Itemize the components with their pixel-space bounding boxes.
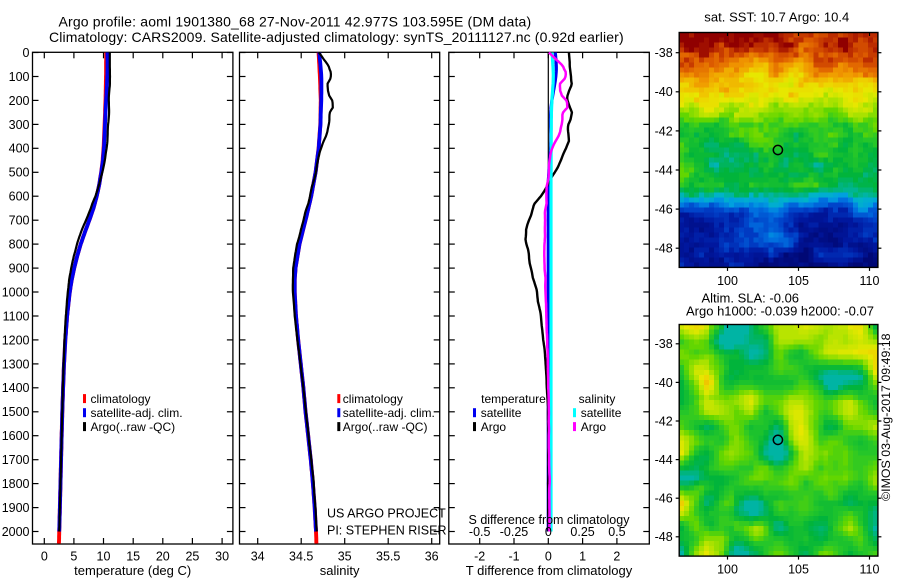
svg-text:-38: -38: [655, 337, 673, 351]
svg-text:1200: 1200: [2, 333, 30, 347]
svg-text:2000: 2000: [2, 525, 30, 539]
svg-text:-0.5: -0.5: [469, 525, 491, 539]
svg-text:700: 700: [9, 214, 30, 228]
svg-text:-46: -46: [655, 203, 673, 217]
svg-text:110: 110: [860, 563, 880, 577]
svg-text:-44: -44: [655, 163, 673, 177]
svg-text:1700: 1700: [2, 453, 30, 467]
svg-text:©IMOS 03-Aug-2017 09:49:18: ©IMOS 03-Aug-2017 09:49:18: [879, 333, 893, 501]
svg-text:climatology: climatology: [91, 392, 151, 406]
svg-text:0: 0: [545, 550, 552, 564]
svg-text:satellite-adj. clim.: satellite-adj. clim.: [91, 406, 183, 420]
svg-text:1000: 1000: [2, 285, 30, 299]
svg-text:-44: -44: [655, 453, 673, 467]
svg-text:Altim. SLA: -0.06: Altim. SLA: -0.06: [702, 290, 800, 305]
svg-text:Argo: Argo: [481, 420, 507, 434]
svg-text:105: 105: [788, 563, 809, 577]
svg-text:salinity: salinity: [320, 563, 360, 578]
svg-text:1600: 1600: [2, 429, 30, 443]
svg-text:800: 800: [9, 238, 30, 252]
svg-text:-48: -48: [655, 242, 673, 256]
svg-text:0: 0: [41, 550, 48, 564]
svg-text:1900: 1900: [2, 501, 30, 515]
svg-text:34: 34: [251, 550, 265, 564]
svg-text:Argo profile: aoml 1901380_68: Argo profile: aoml 1901380_68 27-Nov-201…: [59, 13, 532, 29]
svg-text:-0.25: -0.25: [500, 525, 529, 539]
svg-text:-40: -40: [655, 85, 673, 99]
svg-text:100: 100: [717, 563, 738, 577]
svg-text:10: 10: [97, 550, 111, 564]
svg-text:Argo(..raw -QC): Argo(..raw -QC): [343, 420, 428, 434]
svg-text:US ARGO PROJECT: US ARGO PROJECT: [327, 507, 446, 521]
svg-text:36: 36: [425, 550, 439, 564]
svg-text:100: 100: [9, 70, 30, 84]
svg-text:1400: 1400: [2, 381, 30, 395]
svg-text:S difference from climatology: S difference from climatology: [469, 513, 631, 527]
svg-text:400: 400: [9, 142, 30, 156]
svg-text:900: 900: [9, 262, 30, 276]
svg-text:0.5: 0.5: [608, 525, 625, 539]
svg-text:34.5: 34.5: [289, 550, 313, 564]
svg-text:satellite: satellite: [481, 406, 522, 420]
svg-text:0.25: 0.25: [570, 525, 594, 539]
svg-text:temperature (deg C): temperature (deg C): [74, 563, 191, 578]
svg-text:200: 200: [9, 94, 30, 108]
svg-text:20: 20: [156, 550, 170, 564]
svg-text:35.5: 35.5: [376, 550, 400, 564]
svg-text:-42: -42: [655, 124, 673, 138]
svg-text:Argo: Argo: [581, 420, 607, 434]
svg-text:temperature: temperature: [481, 392, 546, 406]
svg-text:105: 105: [788, 274, 809, 288]
svg-text:25: 25: [185, 550, 199, 564]
svg-text:300: 300: [9, 118, 30, 132]
svg-text:-42: -42: [655, 414, 673, 428]
svg-text:-38: -38: [655, 46, 673, 60]
svg-text:5: 5: [70, 550, 77, 564]
svg-text:climatology: climatology: [343, 392, 403, 406]
svg-text:1: 1: [579, 550, 586, 564]
svg-text:-40: -40: [655, 376, 673, 390]
svg-text:T difference from climatology: T difference from climatology: [466, 563, 633, 578]
svg-text:2: 2: [613, 550, 620, 564]
svg-text:salinity: salinity: [579, 392, 616, 406]
svg-text:-2: -2: [474, 550, 485, 564]
svg-text:1100: 1100: [3, 309, 30, 323]
svg-text:1300: 1300: [2, 357, 30, 371]
svg-text:0: 0: [545, 525, 552, 539]
svg-text:500: 500: [9, 166, 30, 180]
svg-text:15: 15: [126, 550, 140, 564]
svg-text:30: 30: [215, 550, 229, 564]
svg-text:Climatology: CARS2009. Satelli: Climatology: CARS2009. Satellite-adjuste…: [49, 29, 624, 45]
svg-text:1500: 1500: [2, 405, 30, 419]
svg-text:satellite-adj. clim.: satellite-adj. clim.: [343, 406, 435, 420]
svg-text:35: 35: [338, 550, 352, 564]
svg-text:satellite: satellite: [581, 406, 622, 420]
svg-text:-48: -48: [655, 530, 673, 544]
svg-text:Argo h1000: -0.039 h2000: -0.0: Argo h1000: -0.039 h2000: -0.07: [686, 304, 874, 319]
svg-text:110: 110: [860, 274, 880, 288]
svg-text:-46: -46: [655, 492, 673, 506]
svg-text:1800: 1800: [2, 477, 30, 491]
svg-text:-1: -1: [508, 550, 519, 564]
svg-text:0: 0: [23, 46, 30, 60]
svg-text:sat. SST: 10.7 Argo: 10.4: sat. SST: 10.7 Argo: 10.4: [704, 10, 849, 25]
svg-text:PI: STEPHEN RISER: PI: STEPHEN RISER: [327, 524, 446, 538]
svg-text:100: 100: [717, 274, 738, 288]
svg-text:Argo(..raw -QC): Argo(..raw -QC): [91, 420, 176, 434]
svg-text:600: 600: [9, 190, 30, 204]
